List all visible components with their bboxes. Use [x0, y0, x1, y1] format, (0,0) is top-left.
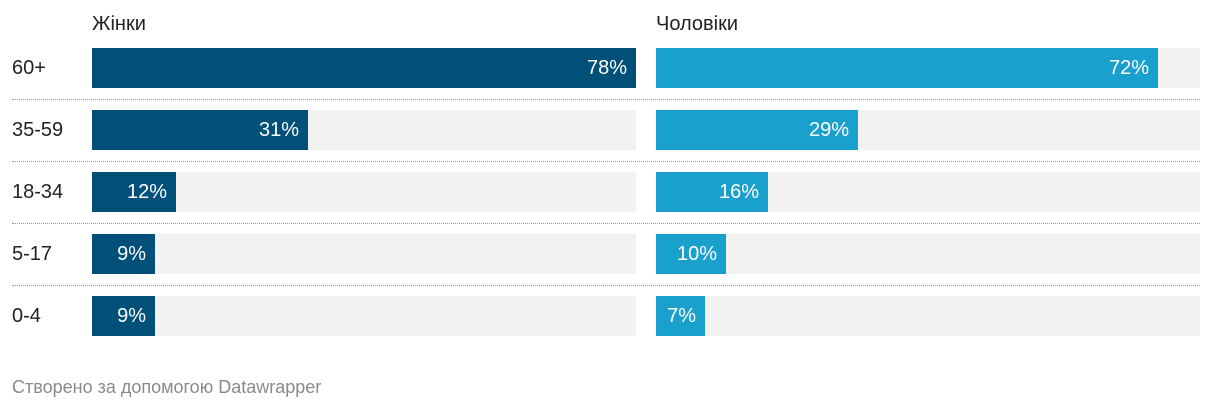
- bar-1-3: [656, 234, 726, 274]
- row-separator: [12, 285, 1200, 286]
- bar-track: [92, 234, 636, 274]
- value-label: 16%: [718, 181, 759, 203]
- row-separator: [12, 161, 1200, 162]
- value-label: 29%: [808, 119, 849, 141]
- bar-0-2: [92, 172, 176, 212]
- bar-track: [656, 296, 1200, 336]
- panel-title-0: Жінки: [92, 13, 146, 35]
- bar-track: [92, 296, 636, 336]
- bar-1-0: [656, 48, 1158, 88]
- bar-1-2: [656, 172, 768, 212]
- bar-track: [656, 234, 1200, 274]
- bar-0-3: [92, 234, 155, 274]
- value-label: 9%: [117, 305, 146, 327]
- category-label: 0-4: [12, 305, 41, 327]
- bar-0-4: [92, 296, 155, 336]
- category-label: 18-34: [12, 181, 64, 203]
- row-separator: [12, 99, 1200, 100]
- bar-1-1: [656, 110, 858, 150]
- value-label: 12%: [126, 181, 167, 203]
- value-label: 31%: [258, 119, 299, 141]
- chart-area: Жінки Чоловіки 60+ 78% 72% 35-59 31% 29% 18-34 12…: [12, 13, 1200, 336]
- value-label: 72%: [1108, 57, 1149, 79]
- bar-1-4: [656, 296, 705, 336]
- value-label: 10%: [676, 243, 717, 265]
- credit-footer: Створено за допомогою Datawrapper: [12, 377, 322, 397]
- bar-track: [92, 172, 636, 212]
- bar-0-0: [92, 48, 636, 88]
- value-label: 78%: [586, 57, 627, 79]
- value-label: 9%: [117, 243, 146, 265]
- bar-0-1: [92, 110, 308, 150]
- category-label: 60+: [12, 57, 46, 79]
- panel-title-1: Чоловіки: [656, 13, 739, 35]
- value-label: 7%: [667, 305, 696, 327]
- category-label: 5-17: [12, 243, 53, 265]
- row-separator: [12, 223, 1200, 224]
- category-label: 35-59: [12, 119, 64, 141]
